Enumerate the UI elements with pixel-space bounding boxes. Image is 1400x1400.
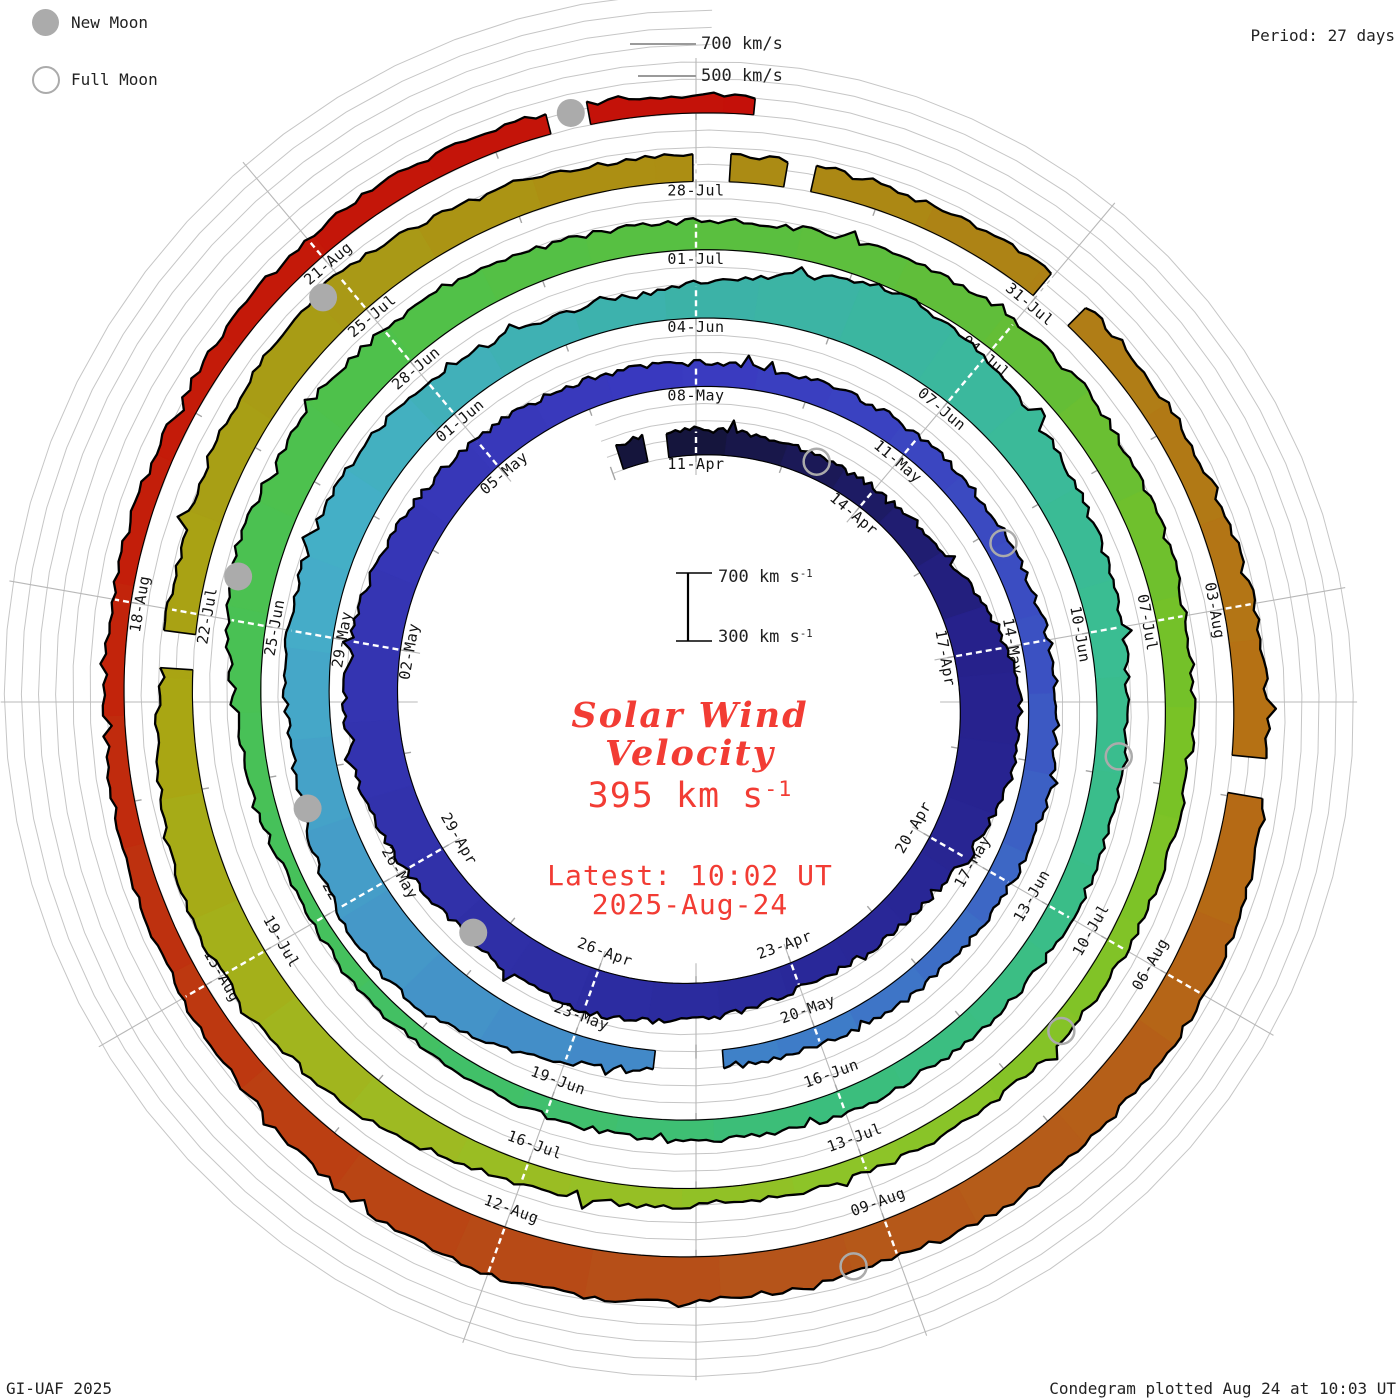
full-moon-marker — [1047, 1016, 1076, 1046]
gridline-leader-700 — [630, 43, 696, 45]
full-moon-marker — [839, 1252, 868, 1281]
gridline-label-500: 500 km/s — [701, 66, 783, 86]
date-tick-label: 01-Jul — [667, 250, 724, 268]
new-moon-icon — [32, 9, 59, 36]
period-note: Period: 27 days — [1250, 26, 1396, 45]
gridline-leader-500 — [638, 75, 696, 77]
footer-credit: GI-UAF 2025 — [6, 1379, 112, 1398]
latest-time-line: Latest: 10:02 UT — [547, 859, 833, 892]
band-outlines — [99, 91, 1278, 1309]
date-tick-label: 04-Jun — [667, 318, 724, 336]
latest-date-line: 2025-Aug-24 — [591, 888, 789, 921]
full-moon-marker — [802, 447, 831, 476]
new-moon-marker — [293, 794, 322, 823]
full-moon-marker — [989, 528, 1018, 558]
legend-new-moon-label: New Moon — [71, 13, 149, 32]
current-velocity-sup: -1 — [764, 777, 793, 803]
scalebar-top-sup: -1 — [799, 567, 813, 580]
new-moon-marker — [224, 562, 253, 591]
scalebar-bottom-sup: -1 — [799, 627, 813, 640]
date-tick-label: 11-Apr — [667, 455, 724, 473]
new-moon-marker — [556, 98, 585, 127]
velocity-bands — [99, 92, 1277, 1308]
chart-title-line2: Velocity — [605, 733, 775, 774]
grid-spirals — [3, 0, 1354, 1378]
current-velocity-value: 395 km s-1 — [420, 776, 960, 816]
scalebar-label-bottom: 300 km s-1 — [718, 627, 813, 647]
scalebar-top-value: 700 km s — [718, 567, 800, 587]
scalebar-label-top: 700 km s-1 — [718, 567, 813, 587]
date-tick-label: 08-May — [667, 387, 724, 405]
scalebar-bottom-value: 300 km s — [718, 627, 800, 647]
full-moon-icon — [32, 66, 60, 94]
velocity-scale-bar — [676, 572, 712, 642]
legend-full-moon-label: Full Moon — [71, 70, 158, 89]
chart-title-line1: Solar Wind — [571, 695, 809, 736]
new-moon-marker — [309, 283, 338, 312]
date-tick-label: 28-Jul — [667, 181, 724, 199]
moon-markers — [224, 98, 1133, 1281]
gridline-label-700: 700 km/s — [701, 34, 783, 54]
new-moon-marker — [459, 918, 488, 947]
current-velocity-number: 395 km s — [587, 776, 765, 816]
footer-plotted-note: Condegram plotted Aug 24 at 10:03 UT — [1049, 1379, 1396, 1398]
band-tick-dashes — [114, 159, 1251, 1273]
full-moon-marker — [1104, 742, 1133, 771]
